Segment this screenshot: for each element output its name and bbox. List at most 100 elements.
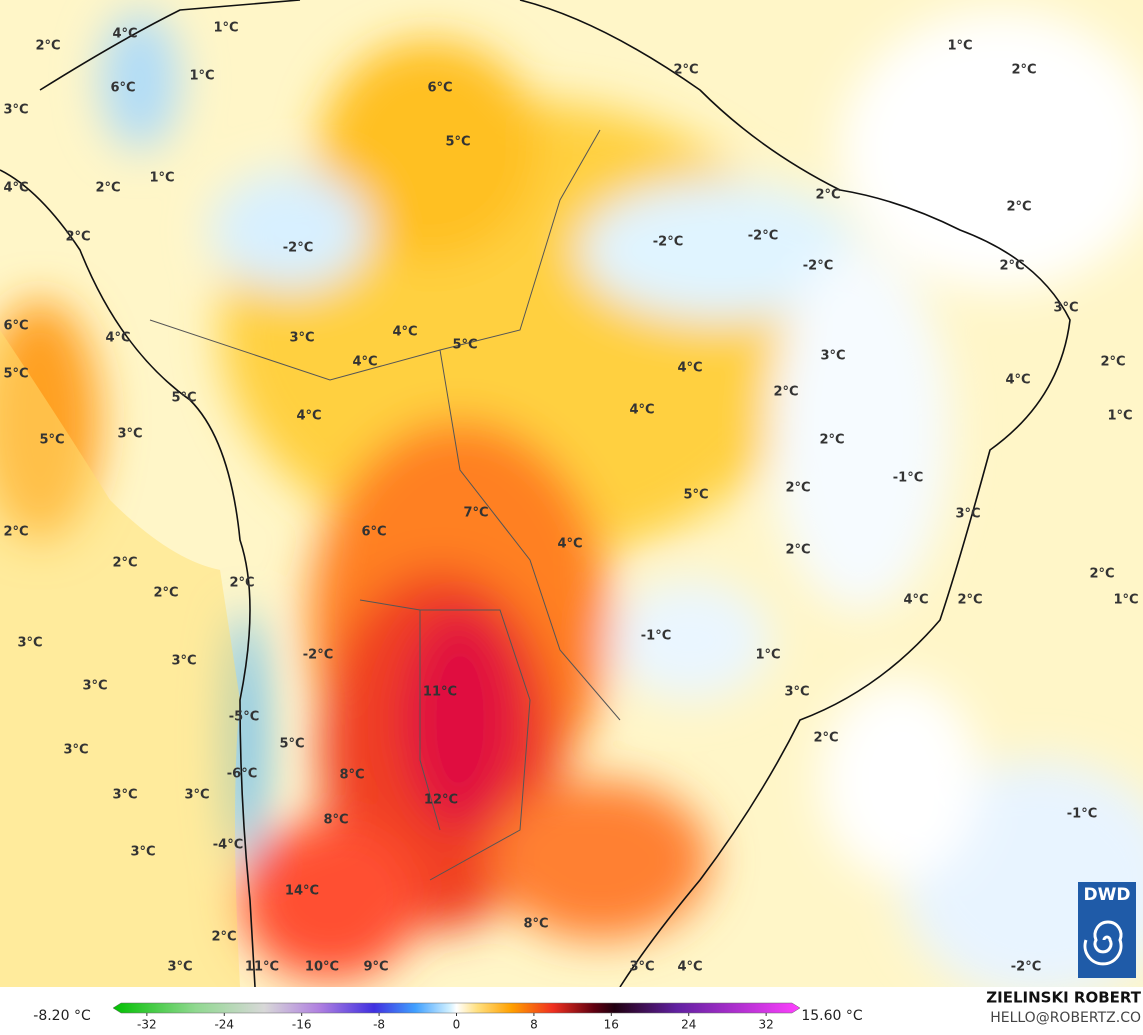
logo-text: DWD <box>1084 885 1131 905</box>
colorbar-tick-label: -24 <box>214 1018 234 1032</box>
temp-label: 2°C <box>999 259 1024 274</box>
temp-label: 8°C <box>323 813 348 828</box>
temp-label: 2°C <box>112 556 137 571</box>
temp-label: 4°C <box>112 27 137 42</box>
temp-label: 8°C <box>523 917 548 932</box>
colorbar-tick-label: 16 <box>604 1018 619 1032</box>
temp-label: 2°C <box>229 576 254 591</box>
temp-label: 6°C <box>427 81 452 96</box>
temp-label: 5°C <box>683 488 708 503</box>
temp-label: 4°C <box>392 325 417 340</box>
temp-label: 4°C <box>352 355 377 370</box>
temp-label: 3°C <box>184 788 209 803</box>
temperature-labels: 1°C 2°C 4°C 1°C 6°C 6°C 2°C 1°C 2°C 3°C 5°C 1°C 2°C 4… <box>3 21 1138 975</box>
temp-label: 3°C <box>117 427 142 442</box>
temp-label: 2°C <box>773 385 798 400</box>
colorbar-tick-label: 32 <box>758 1018 773 1032</box>
temp-label: -2°C <box>803 259 833 274</box>
temp-label: 1°C <box>189 69 214 84</box>
temp-label: 3°C <box>784 685 809 700</box>
borders <box>149 129 621 881</box>
temp-label: 2°C <box>1089 567 1114 582</box>
temp-label: 1°C <box>1113 593 1138 608</box>
temp-label: 6°C <box>361 525 386 540</box>
contact: HELLO@ROBERTZ.CO <box>990 1010 1141 1026</box>
temp-label: 5°C <box>445 135 470 150</box>
temp-label: 6°C <box>110 81 135 96</box>
temp-label: -2°C <box>283 241 313 256</box>
temp-label: -4°C <box>213 838 243 853</box>
temp-label: 1°C <box>755 648 780 663</box>
colorbar-scale <box>112 1002 801 1014</box>
temp-label: 5°C <box>171 391 196 406</box>
temp-label: 3°C <box>112 788 137 803</box>
temp-label: 5°C <box>3 367 28 382</box>
temp-label: 5°C <box>452 338 477 353</box>
temp-label: -1°C <box>893 471 923 486</box>
dwd-logo: DWD <box>1078 882 1136 978</box>
temp-label: 2°C <box>35 39 60 54</box>
temp-label: 2°C <box>65 230 90 245</box>
temp-label: 3°C <box>820 349 845 364</box>
colorbar-tick-label: 0 <box>453 1018 461 1032</box>
colorbar-tick-label: 8 <box>530 1018 538 1032</box>
temp-label: 2°C <box>785 543 810 558</box>
colorbar-tick-label: -32 <box>137 1018 157 1032</box>
temp-label: 2°C <box>785 481 810 496</box>
temp-label: 1°C <box>213 21 238 36</box>
temp-label: 11°C <box>245 960 279 975</box>
temp-label: 2°C <box>3 525 28 540</box>
temp-label: 2°C <box>1100 355 1125 370</box>
temp-label: 3°C <box>1053 301 1078 316</box>
temp-label: 1°C <box>947 39 972 54</box>
temp-label: 4°C <box>557 537 582 552</box>
temp-label: -6°C <box>227 767 257 782</box>
temp-label: -1°C <box>1067 807 1097 822</box>
temp-label: 4°C <box>677 361 702 376</box>
colorbar-min-label: -8.20 °C <box>33 1008 91 1024</box>
temp-label: 10°C <box>305 960 339 975</box>
temp-label: 12°C <box>424 793 458 808</box>
temp-label: -2°C <box>1011 960 1041 975</box>
temp-label: 4°C <box>105 331 130 346</box>
temp-label: 4°C <box>677 960 702 975</box>
temp-label: 7°C <box>463 506 488 521</box>
temp-label: -2°C <box>303 648 333 663</box>
temp-label: 5°C <box>279 737 304 752</box>
temp-label: 6°C <box>3 319 28 334</box>
temp-label: 2°C <box>813 731 838 746</box>
temp-label: 1°C <box>149 171 174 186</box>
temp-label: 3°C <box>130 845 155 860</box>
temp-label: 4°C <box>1005 373 1030 388</box>
temp-label: 14°C <box>285 884 319 899</box>
temp-label: 1°C <box>1107 409 1132 424</box>
colorbar-tick-label: -8 <box>373 1018 385 1032</box>
temp-label: 3°C <box>289 331 314 346</box>
temp-label: 2°C <box>1006 200 1031 215</box>
colorbar-tick-label: 24 <box>681 1018 696 1032</box>
temp-label: 8°C <box>339 768 364 783</box>
temp-label: 2°C <box>957 593 982 608</box>
temp-label: 2°C <box>211 930 236 945</box>
temp-label: 3°C <box>955 507 980 522</box>
temp-label: -1°C <box>641 629 671 644</box>
temp-label: 4°C <box>629 403 654 418</box>
temp-label: -2°C <box>748 229 778 244</box>
temp-label: 3°C <box>167 960 192 975</box>
temp-label: 3°C <box>82 679 107 694</box>
temp-label: 11°C <box>423 685 457 700</box>
temp-label: 4°C <box>3 181 28 196</box>
colorbar: -8.20 °C 15.60 °C -32 -24 -16 -8 0 8 16 24 32 <box>33 1002 863 1032</box>
temp-label: 2°C <box>673 63 698 78</box>
temp-label: 3°C <box>171 654 196 669</box>
temp-label: 2°C <box>95 181 120 196</box>
temp-label: 4°C <box>903 593 928 608</box>
temp-label: 4°C <box>296 409 321 424</box>
temp-label: 3°C <box>629 960 654 975</box>
temp-label: -2°C <box>653 235 683 250</box>
temp-label: 3°C <box>3 103 28 118</box>
temp-label: 9°C <box>363 960 388 975</box>
temp-label: 2°C <box>819 433 844 448</box>
temp-label: 3°C <box>63 743 88 758</box>
